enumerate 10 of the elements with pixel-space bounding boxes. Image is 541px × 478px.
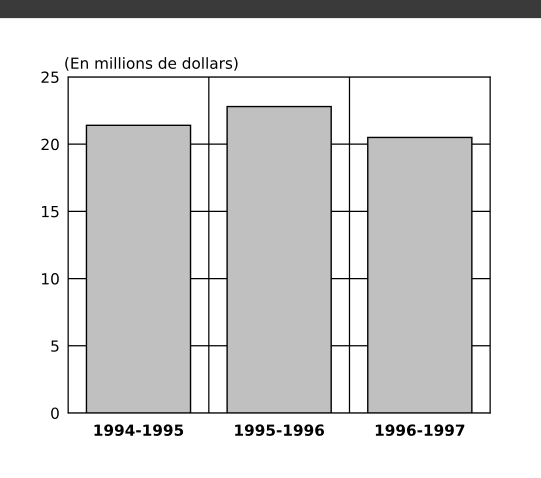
y-tick-label: 20: [42, 138, 59, 150]
y-tick-label: 0: [51, 407, 59, 420]
y-axis-title: (En millions de dollars): [65, 57, 238, 71]
x-tick-label: 1995-1996: [235, 424, 324, 436]
y-tick-label: 15: [42, 206, 58, 218]
x-tick-label: 1994-1995: [94, 424, 184, 436]
y-tick-label: 5: [51, 340, 58, 352]
y-tick-label: 25: [42, 71, 58, 83]
y-tick-label: 10: [42, 273, 59, 285]
x-tick-label: 1996-1997: [376, 424, 464, 436]
